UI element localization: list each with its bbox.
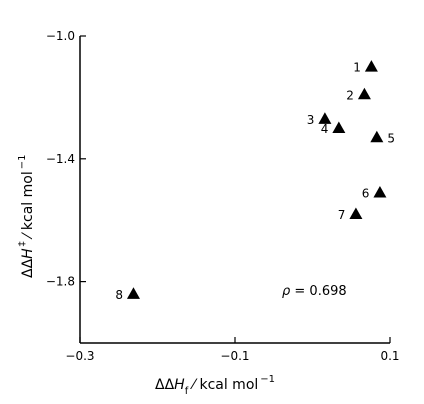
x-axis-title: ΔΔHf ⁄ kcal mol −1 <box>155 374 275 397</box>
data-point-5 <box>370 130 384 143</box>
data-point-6 <box>373 185 387 198</box>
data-point-8 <box>126 287 140 299</box>
x-axis-title-main: ΔΔ <box>155 377 175 393</box>
data-point-label-4: 4 <box>321 122 329 136</box>
y-axis-title-main: ΔΔ <box>20 258 36 278</box>
x-axis-title-symbol: H <box>174 377 185 393</box>
x-ticks: −0.3 −0.1 0.1 <box>65 337 400 363</box>
y-axis-title-unit: ⁄ kcal mol <box>20 171 36 241</box>
y-tick-label: −1.0 <box>46 29 75 43</box>
data-point-1 <box>364 60 378 72</box>
y-axis-title-symbol: H <box>20 248 36 259</box>
data-point-4 <box>332 121 346 134</box>
data-points: 1 2 34 5 6 7 8 <box>115 60 395 302</box>
rho-value: = 0.698 <box>290 284 346 299</box>
data-point-label-1: 1 <box>353 61 361 75</box>
data-point-label-6: 6 <box>362 187 370 201</box>
correlation-annotation: ρ = 0.698 <box>282 284 347 299</box>
y-axis-title: ΔΔH ‡ ⁄ kcal mol−1 <box>17 155 36 279</box>
data-point-label-3: 3 <box>307 113 315 127</box>
y-ticks: −1.0 −1.4 −1.8 <box>46 29 86 289</box>
data-point-7 <box>349 207 363 220</box>
data-point-label-7: 7 <box>338 208 346 222</box>
x-axis-title-exp: −1 <box>260 374 275 385</box>
x-tick-label: −0.1 <box>220 349 249 363</box>
data-point-label-2: 2 <box>346 88 354 102</box>
y-axis-title-sup: ‡ <box>17 241 28 246</box>
x-axis-title-sub: f <box>185 386 189 397</box>
data-point-label-5: 5 <box>387 131 395 145</box>
y-tick-label: −1.8 <box>46 275 75 289</box>
data-point-3 <box>318 112 332 124</box>
x-tick-label: −0.3 <box>65 349 94 363</box>
y-tick-label: −1.4 <box>46 152 75 166</box>
x-axis-title-unit: ⁄ kcal mol <box>188 377 258 393</box>
data-point-2 <box>357 87 371 100</box>
data-point-label-8: 8 <box>115 288 123 302</box>
x-tick-label: 0.1 <box>380 349 399 363</box>
rho-symbol: ρ <box>282 284 291 299</box>
y-axis-title-exp: −1 <box>17 155 28 170</box>
